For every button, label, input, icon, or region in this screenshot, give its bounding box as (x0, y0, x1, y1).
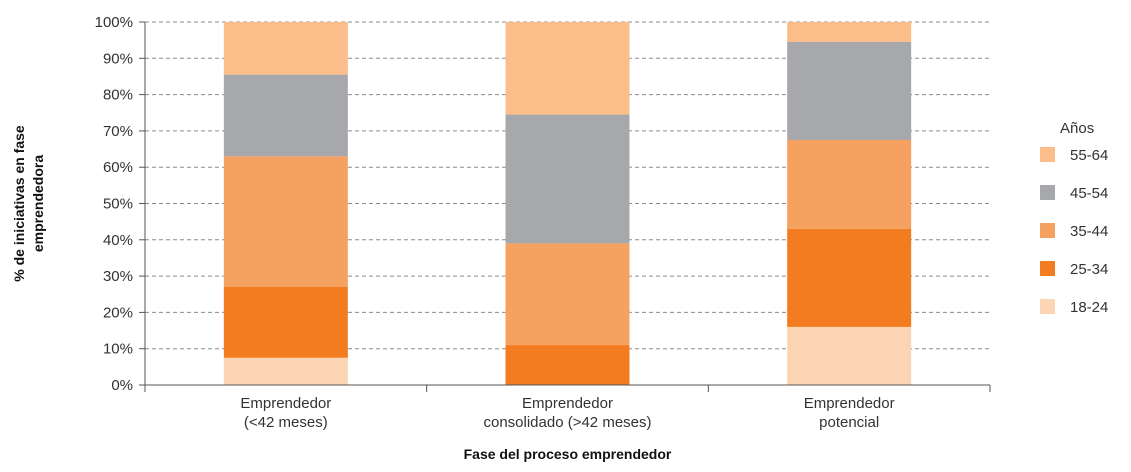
y-tick-label: 60% (103, 159, 133, 176)
y-tick-label: 30% (103, 268, 133, 285)
bar-segment-35-44 (223, 156, 348, 287)
x-axis-title: Fase del proceso emprendedor (464, 446, 672, 462)
y-tick-label: 0% (111, 377, 133, 394)
y-tick-label: 10% (103, 341, 133, 358)
legend-label-55-64: 55-64 (1070, 147, 1108, 164)
bar-segment-55-64 (787, 22, 912, 42)
y-tick-label: 100% (95, 14, 133, 31)
x-category-label: potencial (819, 414, 879, 431)
bar-segment-25-34 (223, 286, 348, 358)
bar-segment-18-24 (223, 357, 348, 385)
bar-segment-45-54 (223, 74, 348, 157)
legend-label-18-24: 18-24 (1070, 299, 1108, 316)
bar-segment-35-44 (787, 139, 912, 229)
legend: Años 55-64 45-54 35-44 25-34 18-24 (1040, 120, 1108, 316)
legend-swatch-35-44 (1040, 223, 1055, 238)
y-tick-label: 70% (103, 123, 133, 140)
bar-segment-25-34 (505, 345, 630, 385)
y-axis-title-line: % de iniciativas en fase (11, 125, 27, 282)
legend-label-45-54: 45-54 (1070, 185, 1108, 202)
y-tick-label: 80% (103, 87, 133, 104)
bar-segment-25-34 (787, 228, 912, 327)
y-tick-label: 40% (103, 232, 133, 249)
y-tick-label: 90% (103, 50, 133, 67)
bar-segment-18-24 (787, 326, 912, 385)
legend-title: Años (1060, 120, 1094, 137)
y-axis-title-line: emprendedora (30, 155, 46, 252)
legend-swatch-18-24 (1040, 299, 1055, 314)
y-tick-label: 20% (103, 304, 133, 321)
legend-swatch-25-34 (1040, 261, 1055, 276)
y-axis-title: % de iniciativas en fase emprendedora (11, 125, 46, 282)
legend-label-25-34: 25-34 (1070, 261, 1108, 278)
bar-segment-55-64 (505, 22, 630, 115)
legend-swatch-55-64 (1040, 147, 1055, 162)
x-category-label: Emprendedor (240, 395, 331, 412)
axes: 0% 10% 20% 30% 40% 50% 60% 70% 80% 90% 100% Emprend… (11, 14, 991, 462)
y-tick-label: 50% (103, 196, 133, 213)
bar-segment-55-64 (223, 22, 348, 75)
bar-segment-45-54 (505, 114, 630, 244)
bar-segment-45-54 (787, 41, 912, 140)
x-category-label: Emprendedor (804, 395, 895, 412)
bar-segment-35-44 (505, 243, 630, 346)
legend-swatch-45-54 (1040, 185, 1055, 200)
bars (223, 22, 912, 385)
x-category-label: Emprendedor (522, 395, 613, 412)
x-category-label: consolidado (>42 meses) (483, 414, 651, 431)
x-category-label: (<42 meses) (244, 414, 328, 431)
legend-label-35-44: 35-44 (1070, 223, 1108, 240)
